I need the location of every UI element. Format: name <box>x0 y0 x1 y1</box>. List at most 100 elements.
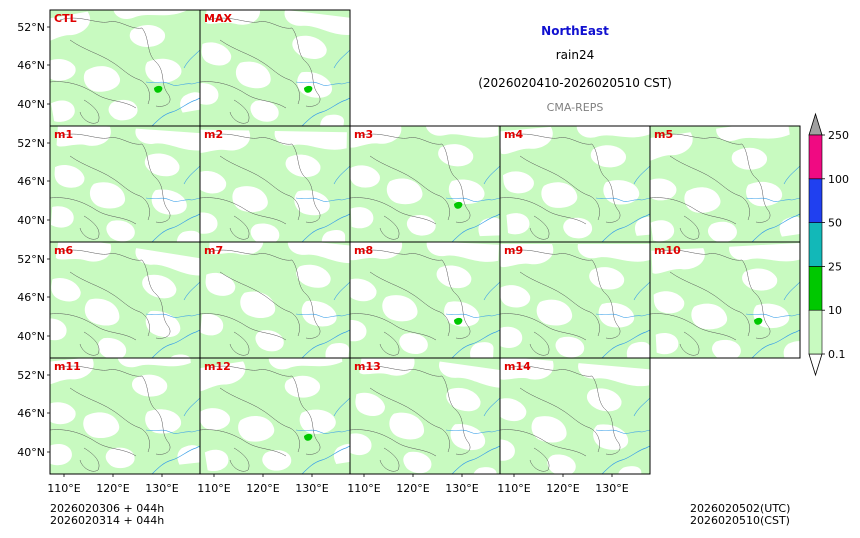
coastline <box>151 445 200 474</box>
latitude-tick-label: 40°N <box>17 214 45 227</box>
latitude-tick-label: 46°N <box>17 407 45 420</box>
river <box>595 313 650 318</box>
province-border <box>500 429 587 457</box>
panel-label: MAX <box>204 12 232 25</box>
no-rain-area <box>531 416 567 443</box>
province-border <box>209 249 321 339</box>
longitude-tick-label: 110°E <box>347 482 380 495</box>
no-rain-area <box>425 126 499 138</box>
map-panel: m1 <box>49 125 201 243</box>
longitude-tick-label: 110°E <box>47 482 80 495</box>
river <box>295 429 350 434</box>
no-rain-area <box>50 318 67 341</box>
river <box>783 165 800 185</box>
province-border <box>679 215 700 240</box>
panel-label: m5 <box>654 128 673 141</box>
no-rain-area <box>650 132 693 163</box>
no-rain-area <box>200 408 231 430</box>
no-rain-area <box>200 313 224 336</box>
province-border <box>379 447 400 472</box>
longitude-tick-label: 130°E <box>145 482 178 495</box>
longitude-tick-label: 130°E <box>295 482 328 495</box>
province-border <box>229 447 250 472</box>
river <box>295 197 350 202</box>
river <box>333 49 350 69</box>
longitude-tick-label: 130°E <box>445 482 478 495</box>
river <box>295 313 350 318</box>
init-time-2: 2026020314 + 044h <box>50 514 165 527</box>
river <box>445 313 500 318</box>
no-rain-area <box>321 230 346 242</box>
province-border <box>200 81 287 109</box>
province-border <box>500 197 587 225</box>
coastline <box>451 445 500 474</box>
province-border <box>350 313 437 341</box>
no-rain-area <box>439 361 500 388</box>
river <box>483 281 500 301</box>
no-rain-area <box>716 126 790 141</box>
no-rain-area <box>500 439 515 461</box>
province-border <box>509 249 621 339</box>
no-rain-area <box>51 100 75 122</box>
no-rain-area <box>350 278 377 302</box>
no-rain-area <box>783 341 800 358</box>
map-panel: m7 <box>199 241 351 359</box>
river <box>145 197 200 202</box>
no-rain-area <box>200 361 246 392</box>
river <box>445 197 500 202</box>
coastline <box>451 329 500 358</box>
river <box>595 429 650 434</box>
province-border <box>509 365 621 455</box>
province-border <box>200 197 287 225</box>
no-rain-area <box>151 189 187 215</box>
no-rain-area <box>555 336 585 358</box>
init-time-1: 2026020306 + 044h <box>50 502 165 515</box>
map-panel: m12 <box>199 357 351 475</box>
no-rain-area <box>731 147 768 170</box>
no-rain-area <box>589 267 625 290</box>
longitude-tick-label: 130°E <box>595 482 628 495</box>
no-rain-area <box>746 181 783 207</box>
province-border <box>69 271 150 337</box>
province-border <box>379 215 400 240</box>
no-rain-area <box>577 244 650 262</box>
no-rain-area <box>135 128 200 151</box>
no-rain-area <box>200 83 219 105</box>
panel-frame <box>499 357 651 475</box>
no-rain-area <box>617 466 642 474</box>
province-border <box>79 215 100 240</box>
coastline <box>301 329 350 358</box>
panel-label: m1 <box>54 128 73 141</box>
no-rain-area <box>779 216 800 237</box>
latitude-tick-label: 46°N <box>17 59 45 72</box>
colorbar-level-label: 10 <box>828 304 842 317</box>
no-rain-area <box>250 223 280 242</box>
panel-label: m8 <box>354 244 373 257</box>
province-border <box>359 133 471 223</box>
no-rain-area <box>117 358 191 368</box>
no-rain-area <box>502 171 534 194</box>
latitude-tick-label: 52°N <box>17 253 45 266</box>
no-rain-area <box>350 126 402 148</box>
no-rain-area <box>500 398 527 422</box>
no-rain-area <box>129 25 166 47</box>
province-border <box>219 387 300 453</box>
no-rain-area <box>320 114 344 126</box>
map-panel: CTL <box>49 9 201 127</box>
no-rain-area <box>84 298 120 326</box>
no-rain-area <box>106 220 135 242</box>
map-panel: m9 <box>499 241 651 359</box>
no-rain-area <box>284 10 350 35</box>
latitude-tick-label: 40°N <box>17 446 45 459</box>
coastline <box>151 329 200 358</box>
no-rain-area <box>500 244 554 268</box>
no-rain-area <box>294 190 330 216</box>
map-panel: m6 <box>49 241 201 359</box>
no-rain-area <box>98 337 127 358</box>
province-border <box>379 331 400 356</box>
no-rain-area <box>238 416 275 442</box>
model-title: CMA-REPS <box>546 101 604 114</box>
no-rain-area <box>382 295 418 322</box>
no-rain-area <box>200 212 218 234</box>
